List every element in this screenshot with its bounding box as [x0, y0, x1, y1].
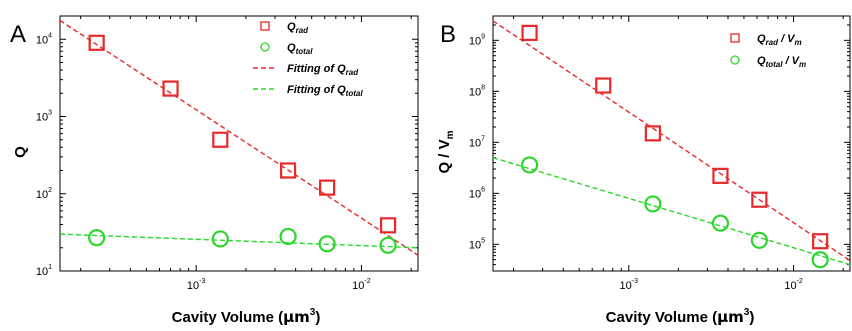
y-tick-label: 108: [469, 84, 485, 98]
data-point-square: [521, 24, 538, 41]
x-tick-label: 10-3: [187, 278, 206, 292]
data-point-circle: [811, 251, 829, 269]
data-point-circle: [379, 236, 397, 254]
fit-line: [59, 233, 419, 249]
panel-a-plot-frame: [59, 15, 419, 272]
legend-square-marker: [730, 33, 740, 43]
legend-label: Fitting of Qrad: [287, 63, 359, 77]
data-point-square: [379, 217, 397, 234]
y-tick-label: 109: [469, 33, 485, 47]
panel-a-letter: A: [10, 21, 26, 48]
data-point-square: [162, 80, 179, 97]
data-point-circle: [318, 235, 336, 253]
panel-b-chart: 10-3 10-2 105 106 107 108 109 Qrad / Vm Qtotal …: [436, 15, 851, 326]
panel-b-letter: B: [440, 21, 456, 48]
panel-a-ticks: 10-3 10-2 101 102 103 104: [36, 15, 418, 292]
y-tick-label: 107: [469, 135, 485, 149]
panel-b-ticks: 10-3 10-2 105 106 107 108 109: [469, 15, 850, 292]
x-tick-label: 10-2: [784, 278, 803, 292]
x-tick-label: 10-3: [620, 278, 639, 292]
panel-a-data-points: [88, 34, 397, 254]
x-tick-label: 10-2: [352, 278, 371, 292]
data-point-circle: [644, 195, 662, 213]
panel-a-y-axis-label: Q: [12, 146, 29, 158]
panel-b-legend: Qrad / Vm Qtotal / Vm: [730, 33, 806, 69]
legend-circle-marker: [730, 55, 740, 65]
y-tick-label: 101: [36, 264, 52, 278]
legend-label: Qtotal / Vm: [757, 55, 806, 69]
panel-b-y-axis-label: Q / Vm: [436, 130, 456, 173]
panel-b-fit-lines: [492, 20, 851, 266]
data-point-square: [751, 191, 768, 208]
panel-b-plot-frame: [492, 15, 851, 272]
legend-label: Qrad / Vm: [757, 33, 802, 47]
panel-a-legend: Qrad Qtotal Fitting of Qrad Fitting of Qtot…: [253, 21, 363, 98]
legend-label: Qtotal: [287, 42, 313, 56]
legend-label: Qrad: [287, 21, 309, 35]
data-point-square: [595, 77, 612, 94]
data-point-circle: [750, 231, 768, 249]
legend-square-marker: [260, 21, 270, 31]
data-point-circle: [279, 227, 297, 246]
fit-line: [59, 19, 419, 256]
data-point-square: [712, 167, 729, 184]
data-point-square: [319, 179, 336, 196]
panel-a-x-axis-label: Cavity Volume (μm3): [172, 307, 321, 326]
data-point-square: [279, 162, 297, 179]
legend-label: Fitting of Qtotal: [287, 84, 363, 98]
data-point-circle: [88, 229, 106, 247]
panel-a-fit-lines: [59, 19, 419, 256]
data-point-circle: [211, 230, 229, 248]
legend-circle-marker: [260, 42, 270, 52]
y-tick-label: 105: [469, 237, 485, 251]
data-point-square: [212, 131, 229, 148]
panel-a-chart: 10-3 10-2 101 102 103 104 Qrad Qtotal Fitting o…: [10, 15, 419, 326]
y-tick-label: 102: [36, 187, 52, 201]
y-tick-label: 103: [36, 110, 52, 124]
y-tick-label: 104: [36, 32, 52, 46]
data-point-circle: [520, 156, 539, 174]
fit-line: [492, 157, 851, 266]
data-point-circle: [711, 214, 730, 232]
data-point-square: [644, 125, 661, 142]
panel-b-data-points: [520, 24, 829, 269]
panel-b-x-axis-label: Cavity Volume (μm3): [606, 307, 755, 326]
data-point-square: [812, 233, 829, 250]
data-point-square: [88, 34, 105, 51]
y-tick-label: 106: [469, 186, 485, 200]
